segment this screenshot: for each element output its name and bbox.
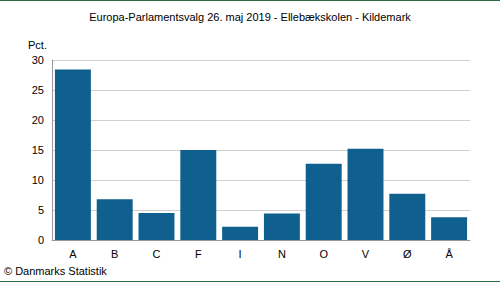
svg-text:Europa-Parlamentsvalg 26. maj: Europa-Parlamentsvalg 26. maj 2019 - Ell…	[89, 11, 411, 23]
svg-text:C: C	[153, 248, 161, 260]
svg-text:V: V	[362, 248, 370, 260]
svg-text:Pct.: Pct.	[28, 39, 47, 51]
svg-text:0: 0	[38, 234, 44, 246]
svg-text:30: 30	[32, 54, 44, 66]
svg-text:© Danmarks Statistik: © Danmarks Statistik	[4, 265, 107, 277]
svg-text:F: F	[195, 248, 202, 260]
svg-text:10: 10	[32, 174, 44, 186]
svg-text:I: I	[239, 248, 242, 260]
svg-text:15: 15	[32, 144, 44, 156]
svg-text:Å: Å	[445, 248, 453, 260]
svg-text:5: 5	[38, 204, 44, 216]
svg-text:B: B	[111, 248, 118, 260]
svg-text:O: O	[319, 248, 328, 260]
svg-text:A: A	[69, 248, 77, 260]
svg-text:N: N	[278, 248, 286, 260]
svg-text:25: 25	[32, 84, 44, 96]
svg-text:Ø: Ø	[403, 248, 412, 260]
svg-text:20: 20	[32, 114, 44, 126]
